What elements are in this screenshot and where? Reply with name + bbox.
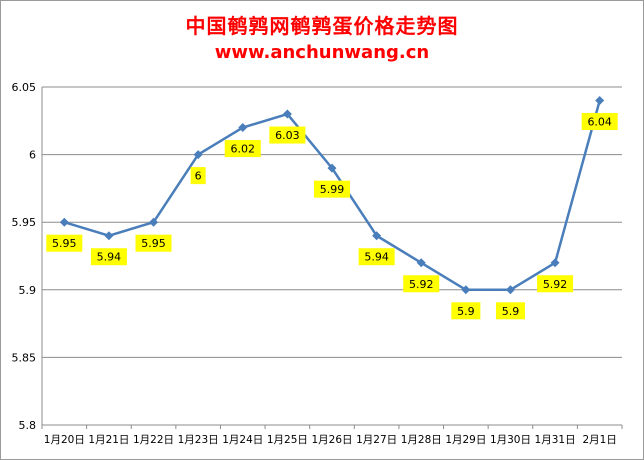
data-label-text: 6: [195, 170, 202, 183]
data-label-box: [495, 302, 525, 320]
data-label: 5.92: [403, 275, 440, 293]
data-point: [104, 231, 114, 241]
data-label-text: 6.04: [587, 116, 612, 129]
data-label-box: [269, 126, 306, 144]
data-label-text: 5.9: [502, 305, 520, 318]
data-label: 6.03: [269, 126, 306, 144]
gridlines: [42, 86, 622, 426]
data-label: 6: [190, 167, 206, 185]
data-point: [59, 217, 69, 227]
data-label-box: [358, 248, 395, 266]
data-label-box: [190, 167, 206, 185]
data-label: 5.94: [90, 248, 127, 266]
data-label-box: [224, 140, 261, 158]
data-label-box: [451, 302, 481, 320]
data-point: [238, 123, 248, 133]
data-label-box: [46, 234, 83, 252]
data-label-text: 5.9: [457, 305, 475, 318]
y-tick-label: 5.85: [12, 351, 37, 364]
data-labels: 5.95 5.94 5.95 6 6.02 6.03 5.99 5.94 5.92 5.9 5.9 5…: [46, 113, 618, 320]
data-point: [505, 285, 515, 295]
data-label-box: [581, 113, 618, 131]
data-label: 5.9: [451, 302, 481, 320]
data-label-text: 5.92: [409, 278, 434, 291]
x-tick-label: 1月28日: [401, 434, 442, 446]
y-tick-label: 5.95: [12, 216, 37, 229]
data-point: [461, 285, 471, 295]
y-tick-label: 6.05: [12, 81, 37, 94]
x-tick-label: 2月1日: [583, 434, 617, 446]
y-tick-labels: 5.8 5.85 5.9 5.95 6 6.05: [12, 81, 37, 432]
x-tick-label: 1月20日: [44, 434, 85, 446]
data-point: [595, 96, 605, 106]
data-label-box: [135, 234, 172, 252]
data-point: [149, 217, 159, 227]
x-tick-label: 1月27日: [356, 434, 397, 446]
data-label: 5.94: [358, 248, 395, 266]
data-label: 6.04: [581, 113, 618, 131]
data-label-box: [537, 275, 574, 293]
x-tick-label: 1月22日: [133, 434, 174, 446]
y-tick-label: 5.9: [19, 284, 37, 297]
data-label: 5.99: [314, 180, 350, 198]
data-label-box: [314, 180, 350, 198]
x-tick-label: 1月23日: [178, 434, 219, 446]
data-label-box: [403, 275, 440, 293]
x-tick-label: 1月26日: [311, 434, 352, 446]
data-label-text: 6.03: [275, 129, 300, 142]
chart-title: 中国鹌鹑网鹌鹑蛋价格走势图: [185, 14, 459, 38]
chart-subtitle: www.anchunwang.cn: [214, 42, 430, 63]
x-tick-labels: 1月20日 1月21日 1月22日 1月23日 1月24日 1月25日 1月26日 1月27日…: [44, 434, 617, 446]
data-label-text: 5.95: [141, 237, 166, 250]
x-tick-label: 1月29日: [445, 434, 486, 446]
series-markers: [59, 96, 605, 295]
y-tick-label: 5.8: [19, 419, 37, 432]
x-tick-label: 1月24日: [222, 434, 263, 446]
data-label: 5.95: [46, 234, 83, 252]
y-tick-label: 6: [29, 149, 36, 162]
axes: [41, 87, 623, 429]
data-label-text: 5.94: [364, 251, 389, 264]
data-label-text: 5.95: [52, 237, 77, 250]
data-label: 6.02: [224, 140, 261, 158]
x-tick-label: 1月30日: [490, 434, 531, 446]
data-label-box: [90, 248, 127, 266]
data-label-text: 5.99: [320, 183, 345, 196]
data-label: 5.9: [495, 302, 525, 320]
x-tick-label: 1月21日: [88, 434, 129, 446]
data-point: [193, 150, 203, 160]
x-tick-label: 1月25日: [267, 434, 308, 446]
data-point: [372, 231, 382, 241]
data-point: [550, 258, 560, 268]
data-point: [327, 163, 337, 173]
data-label-text: 5.94: [97, 251, 122, 264]
data-label-text: 5.92: [543, 278, 568, 291]
data-label-text: 6.02: [231, 143, 256, 156]
data-label: 5.95: [135, 234, 172, 252]
data-label: 5.92: [537, 275, 574, 293]
data-point: [416, 258, 426, 268]
x-tick-label: 1月31日: [535, 434, 576, 446]
data-point: [282, 109, 292, 119]
